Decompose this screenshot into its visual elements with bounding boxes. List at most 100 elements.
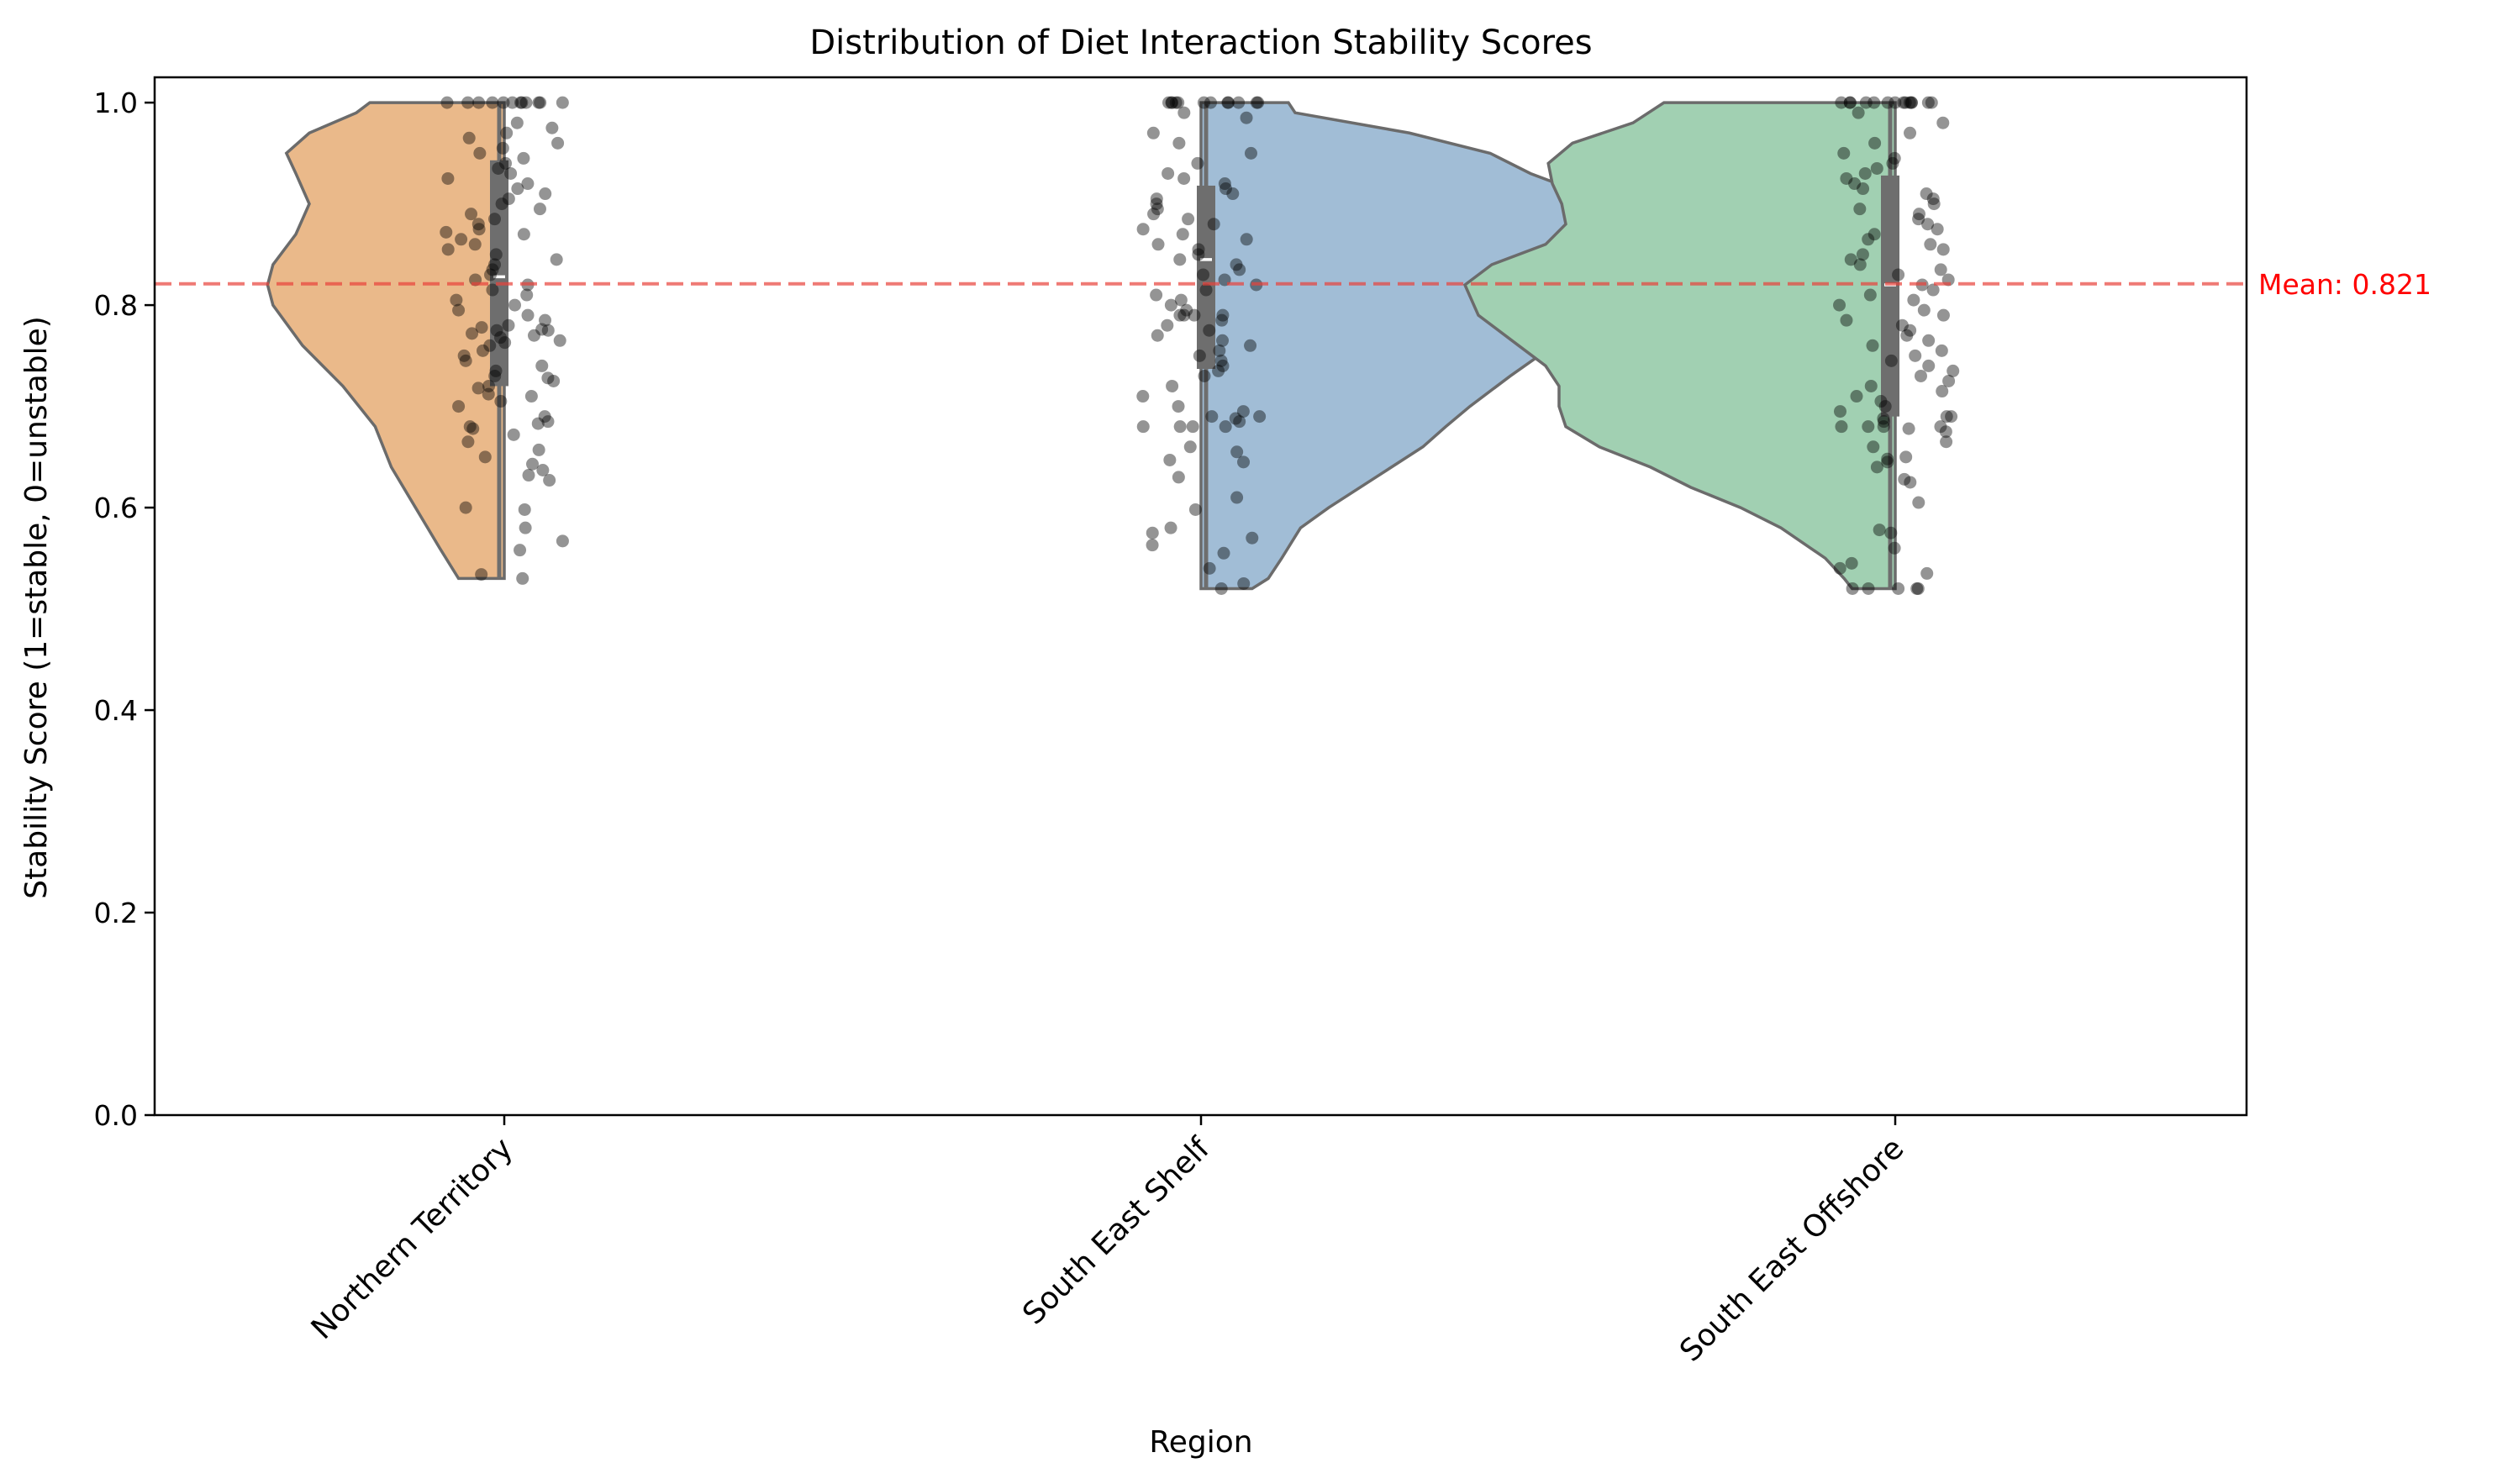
data-point [1914, 369, 1927, 382]
data-point [1180, 303, 1193, 317]
data-point [1862, 581, 1875, 595]
data-point [1931, 223, 1944, 236]
data-point [1173, 308, 1187, 322]
data-point [488, 258, 502, 271]
data-point [1912, 208, 1925, 221]
data-point [514, 544, 527, 557]
data-point [1881, 452, 1894, 466]
data-point [1197, 268, 1210, 282]
data-point [1920, 187, 1933, 201]
mean-label: Mean: 0.821 [2258, 268, 2431, 301]
data-point [520, 288, 534, 302]
data-point [1917, 303, 1931, 317]
data-point [1203, 561, 1216, 575]
data-point [1856, 248, 1869, 261]
data-point [1162, 96, 1176, 109]
data-point [545, 121, 559, 134]
data-point [483, 339, 497, 352]
data-point [518, 503, 531, 516]
data-point [1924, 238, 1937, 251]
data-point [1845, 556, 1858, 570]
data-point [493, 331, 507, 345]
y-tick-label: 0.2 [94, 897, 138, 929]
data-point [526, 457, 540, 471]
data-point [1230, 491, 1244, 504]
data-point [1212, 364, 1225, 377]
data-point [498, 336, 512, 350]
data-point [457, 349, 471, 362]
violin-body [1462, 101, 1897, 591]
data-point [484, 268, 498, 282]
data-point [1922, 334, 1936, 347]
data-point [1892, 581, 1905, 595]
data-point [1936, 116, 1950, 129]
data-point [539, 313, 552, 327]
x-tick-label: South East Shelf [1016, 1130, 1217, 1331]
data-point [550, 253, 563, 266]
data-point [475, 321, 488, 334]
data-point [1912, 213, 1925, 226]
data-point [1843, 96, 1857, 109]
data-point [1926, 283, 1940, 297]
data-point [1136, 420, 1150, 434]
data-point [517, 151, 530, 165]
data-point [1237, 455, 1251, 469]
data-point [497, 96, 510, 109]
data-point [1150, 288, 1163, 302]
data-point [1940, 435, 1953, 449]
iqr-box [1197, 185, 1215, 370]
iqr-box [490, 160, 508, 387]
plot-area: Mean: 0.821 [153, 76, 2431, 1117]
data-point [516, 571, 529, 585]
data-point [441, 243, 455, 256]
data-point [1864, 379, 1878, 392]
data-point [511, 182, 524, 196]
data-point [500, 126, 514, 139]
y-axis-label: Stability Score (1=stable, 0=unstable) [19, 316, 54, 899]
data-point [1183, 440, 1197, 454]
y-tick-label: 0.8 [94, 289, 138, 322]
data-point [1859, 96, 1873, 109]
data-point [459, 501, 472, 514]
data-point [1934, 263, 1947, 276]
data-point [462, 131, 476, 145]
data-point [1240, 233, 1253, 246]
data-point [1926, 192, 1940, 206]
data-point [1177, 171, 1191, 185]
data-point [510, 116, 524, 129]
data-point [1853, 258, 1867, 271]
data-point [441, 171, 455, 185]
data-point [1192, 248, 1205, 261]
data-point [1198, 369, 1211, 382]
data-point [1164, 521, 1177, 534]
data-point [495, 197, 508, 211]
data-point [547, 374, 561, 387]
data-point [1881, 96, 1894, 109]
data-point [471, 218, 485, 231]
data-point [452, 400, 466, 413]
data-point [1870, 460, 1883, 474]
data-point [1173, 253, 1187, 266]
data-point [1244, 339, 1257, 352]
data-point [1899, 450, 1913, 464]
data-point [1151, 238, 1165, 251]
data-point [499, 156, 513, 170]
data-point [1888, 151, 1901, 165]
data-point [1902, 422, 1915, 435]
data-point [1173, 420, 1187, 434]
data-point [1169, 96, 1183, 109]
iqr-box [1881, 175, 1899, 417]
data-point [465, 208, 478, 221]
data-point [1146, 126, 1160, 139]
x-tick-label: Northern Territory [305, 1131, 520, 1346]
data-point [1216, 359, 1230, 372]
data-point [1863, 288, 1877, 302]
data-point [1240, 111, 1253, 124]
data-point [1858, 166, 1872, 180]
data-point [1899, 96, 1912, 109]
data-point [519, 96, 533, 109]
data-point [1251, 96, 1265, 109]
data-point [1837, 146, 1851, 160]
data-point [1226, 187, 1240, 201]
data-point [1197, 96, 1210, 109]
